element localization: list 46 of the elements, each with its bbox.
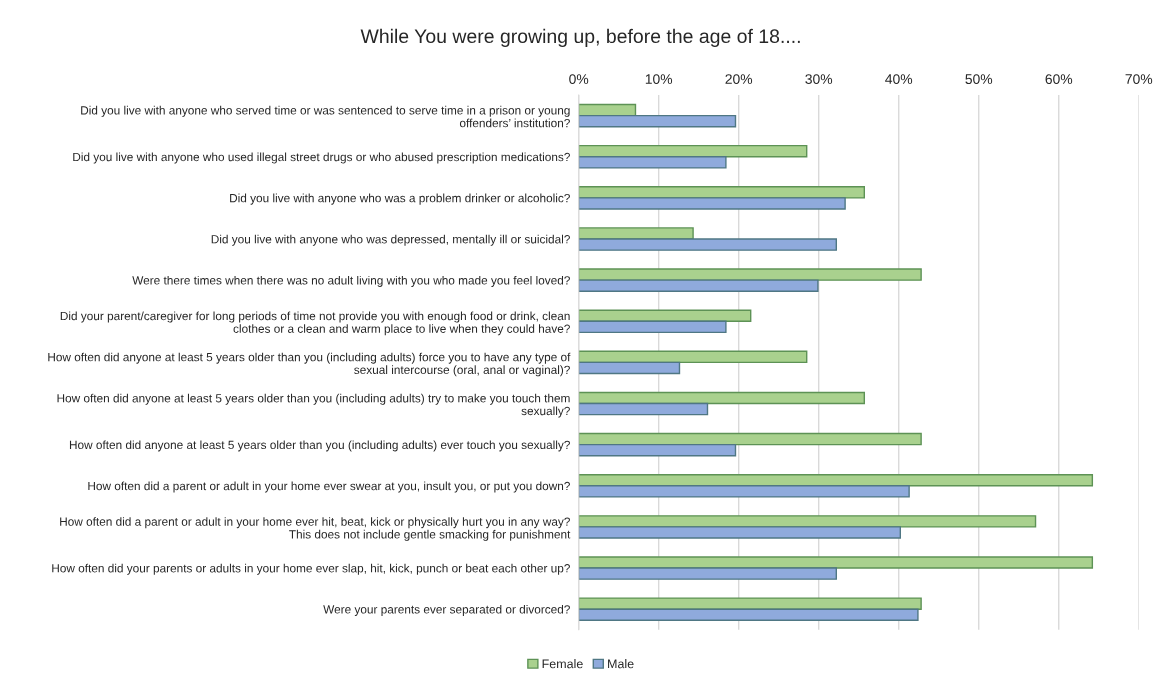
bar [578,556,1094,569]
y-tick-label: How often did anyone at least 5 years older than you (including adults) force you to have any type of sexual intercourse (oral, anal or vaginal)? [48,352,571,377]
bar [578,391,866,405]
x-tick-label: 50% [965,74,993,84]
bar [578,432,922,446]
bar [578,268,922,281]
y-tick-label: How often did a parent or adult in your home ever hit, beat, kick or physically hurt you in any way? This does not include gentle smacking for punishment [60,517,571,541]
bar [578,350,808,364]
x-tick-label: 20% [725,74,753,84]
y-tick-label: How often did a parent or adult in your home ever swear at you, insult you, or put you down? [88,481,570,493]
bar [578,320,727,334]
x-tick-label: 0% [569,74,589,84]
y-tick-label: Did you live with anyone who used illegal street drugs or who abused prescription medications? [73,152,570,164]
bar [578,197,846,210]
bar [578,443,737,457]
bar [578,608,919,621]
bar [578,515,1037,528]
chart-title: While You were growing up, before the age of 18.... [360,28,800,47]
x-tick-label: 10% [645,74,673,84]
bar [578,473,1094,487]
y-tick-label: Did you live with anyone who served time or was sentenced to serve time in a prison or young offenders’ institution? [81,105,570,128]
bar [578,526,902,539]
x-tick-label: 60% [1045,74,1073,84]
legend-label: Female [542,659,583,669]
x-tick-label: 70% [1125,74,1153,84]
y-tick-label: How often did your parents or adults in your home ever slap, hit, kick, punch or beat each other up? [52,563,570,575]
y-tick-label: How often did anyone at least 5 years older than you (including adults) ever touch you sexually? [69,440,570,452]
bar [578,279,819,292]
y-tick-label: Were your parents ever separated or divorced? [323,604,570,616]
bar [578,144,808,158]
bar [578,485,910,498]
bar [578,361,681,375]
bar [578,238,838,251]
y-tick-label: Did your parent/caregiver for long periods of time not provide you with enough food or drink, clean clothes or a clean and warm place to live when they could have? [60,311,570,336]
y-tick-label: Were there times when there was no adult living with you who made you feel loved? [132,275,570,287]
bar [578,114,737,128]
legend-label: Male [608,659,634,669]
bar [578,402,709,416]
y-tick-label: Did you live with anyone who was a problem drinker or alcoholic? [230,193,570,205]
bar [578,309,752,322]
y-tick-label: How often did anyone at least 5 years older than you (including adults) try to make you touch them sexually? [57,393,570,418]
bar [578,156,727,169]
bar [578,567,838,580]
x-tick-label: 30% [805,74,833,84]
y-tick-label: Did you live with anyone who was depressed, mentally ill or suicidal? [211,234,570,246]
x-tick-label: 40% [885,74,913,84]
